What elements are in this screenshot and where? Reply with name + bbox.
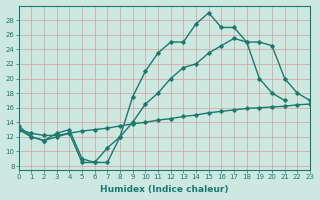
X-axis label: Humidex (Indice chaleur): Humidex (Indice chaleur) (100, 185, 228, 194)
